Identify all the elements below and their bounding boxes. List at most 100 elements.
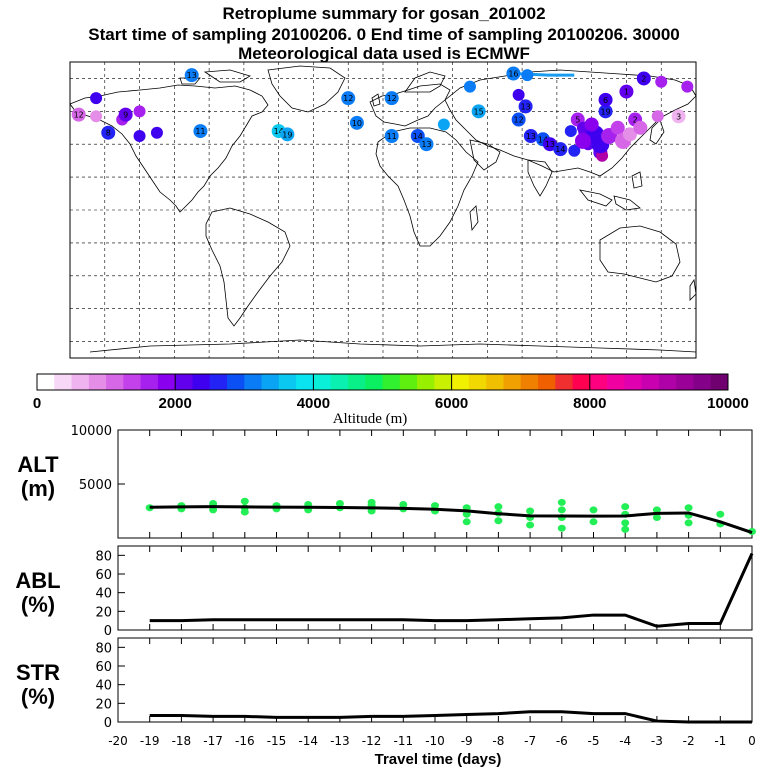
colorbar-tick-label: 10000 [707, 395, 749, 412]
plume-day-label: 1 [624, 88, 629, 97]
plume-day-label: 13 [421, 140, 431, 149]
altitude-point [652, 513, 661, 521]
colorbar-cell [175, 374, 193, 390]
x-tick-label: -18 [172, 734, 192, 748]
plume-marker [118, 107, 133, 122]
colorbar-cell [572, 374, 591, 390]
altitude-point [335, 499, 344, 507]
plume-marker [437, 118, 450, 131]
altitude-colorbar: 0 2000 4000 6000 8000 10000 Altitude (m) [33, 373, 749, 427]
plume-day-label: 13 [520, 102, 530, 111]
altitude-point [367, 498, 376, 506]
plume-marker [619, 84, 634, 99]
plume-day-label: 12 [387, 94, 397, 103]
altitude-point [240, 497, 249, 505]
plume-marker [518, 99, 533, 114]
plume-day-label: 13 [545, 140, 555, 149]
plume-marker [280, 127, 295, 142]
time-series-panels: 500010000ALT(m)020406080ABL(%)020406080S… [15, 424, 756, 731]
plume-marker [651, 110, 664, 123]
panel-ylabel: STR [16, 660, 60, 685]
panel-frame [117, 637, 753, 723]
colorbar-cell [157, 374, 176, 390]
plume-day-label: 13 [187, 71, 197, 80]
plume-marker [542, 137, 557, 152]
colorbar-cell [330, 374, 349, 390]
altitude-point [621, 519, 630, 527]
x-tick-label: -8 [492, 734, 504, 748]
y-tick-label: 10000 [71, 424, 112, 439]
x-tick-label: -10 [425, 734, 445, 748]
plume-marker [90, 110, 103, 123]
altitude-point [431, 502, 439, 510]
colorbar-cell [347, 374, 366, 390]
plume-marker [133, 105, 146, 118]
plume-day-label: 19 [600, 107, 610, 116]
x-tick-label: -20 [108, 734, 128, 748]
plume-day-label: 16 [508, 70, 518, 79]
colorbar-cell [658, 374, 677, 390]
plume-marker [568, 144, 581, 157]
colorbar-cell [399, 374, 418, 390]
colorbar-tick-label: 0 [33, 395, 41, 412]
chart-title: Retroplume summary for gosan_201002 [222, 4, 546, 23]
colorbar-cell [88, 374, 107, 390]
plume-marker [101, 125, 116, 140]
colorbar-cell [123, 374, 142, 390]
altitude-point [557, 498, 566, 506]
plume-marker [521, 69, 534, 82]
altitude-point [557, 524, 566, 532]
y-tick-label: 40 [95, 587, 112, 602]
plume-day-label: 12 [514, 116, 524, 125]
y-tick-label: 60 [95, 660, 112, 675]
plume-day-label: 13 [526, 132, 536, 141]
x-tick-label: -7 [524, 734, 536, 748]
y-tick-label: 60 [95, 568, 112, 583]
plume-marker [564, 125, 577, 138]
plume-day-label: 8 [106, 129, 111, 138]
colorbar-cell [244, 374, 263, 390]
altitude-point [240, 508, 249, 516]
y-tick-label: 20 [95, 605, 112, 620]
plume-marker [610, 120, 625, 135]
colorbar-cell [710, 374, 729, 390]
colorbar-cell [278, 374, 297, 390]
altitude-point [684, 504, 693, 512]
colorbar-cell [641, 374, 660, 390]
y-tick-label: 20 [95, 697, 112, 712]
plume-marker [598, 92, 613, 107]
plume-marker [384, 91, 399, 106]
panel-frame [117, 545, 753, 631]
altitude-point [526, 521, 535, 529]
colorbar-cell [296, 374, 314, 390]
plume-day-label: 14 [274, 127, 284, 136]
colorbar-cell [555, 374, 574, 390]
x-tick-label: -4 [619, 734, 631, 748]
plume-marker [341, 91, 356, 106]
plume-marker [506, 66, 521, 81]
panel-ylabel: ABL [15, 568, 60, 593]
panel-ylabel: (%) [21, 684, 55, 709]
y-tick-label: 40 [95, 679, 112, 694]
series-line-alt [149, 505, 753, 535]
x-tick-label: -14 [298, 734, 318, 748]
met-data-line: Meteorological data used is ECMWF [238, 44, 530, 63]
plume-marker [90, 92, 103, 105]
x-tick-label: -17 [203, 734, 223, 748]
altitude-point [621, 503, 630, 511]
plume-marker [133, 130, 146, 142]
plume-marker [523, 129, 538, 143]
colorbar-cell [140, 374, 159, 390]
plume-marker [512, 88, 525, 101]
y-tick-label: 5000 [79, 478, 112, 493]
plume-marker [349, 115, 364, 130]
plume-marker [598, 104, 613, 119]
altitude-point [494, 503, 503, 511]
plume-marker [184, 68, 199, 83]
colorbar-cell [71, 374, 90, 390]
colorbar-tick-label: 4000 [297, 395, 330, 412]
x-tick-label: 0 [748, 734, 756, 748]
colorbar-cell [520, 374, 539, 390]
panel-abl: 0 20 40 60 80 ABL(%) [15, 545, 754, 639]
plume-marker [636, 71, 651, 86]
